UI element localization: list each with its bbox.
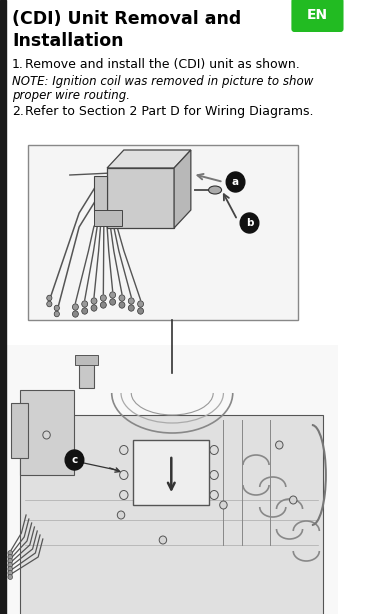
Circle shape xyxy=(119,295,125,301)
Text: 2.: 2. xyxy=(12,105,24,118)
Circle shape xyxy=(8,554,13,559)
Circle shape xyxy=(8,570,13,575)
Circle shape xyxy=(54,305,59,311)
Text: NOTE: Ignition coil was removed in picture to show: NOTE: Ignition coil was removed in pictu… xyxy=(12,75,314,88)
Circle shape xyxy=(43,431,50,439)
Circle shape xyxy=(210,470,218,480)
Circle shape xyxy=(210,491,218,500)
Circle shape xyxy=(91,305,97,311)
Text: b: b xyxy=(246,218,253,228)
Text: c: c xyxy=(71,455,77,465)
Text: (CDI) Unit Removal and: (CDI) Unit Removal and xyxy=(12,10,241,28)
Circle shape xyxy=(210,446,218,454)
Circle shape xyxy=(8,559,13,564)
Bar xyxy=(7,345,338,614)
Polygon shape xyxy=(107,150,191,168)
Bar xyxy=(133,440,210,505)
Circle shape xyxy=(47,301,52,307)
Text: Refer to Section 2 Part D for Wiring Diagrams.: Refer to Section 2 Part D for Wiring Dia… xyxy=(25,105,314,118)
Bar xyxy=(79,360,94,388)
Circle shape xyxy=(119,302,125,308)
Circle shape xyxy=(65,450,84,470)
Circle shape xyxy=(138,308,144,314)
Circle shape xyxy=(276,441,283,449)
Circle shape xyxy=(128,305,134,311)
Circle shape xyxy=(47,295,52,301)
Bar xyxy=(21,415,323,614)
Circle shape xyxy=(8,567,13,572)
Bar xyxy=(75,355,98,365)
Bar xyxy=(0,0,6,614)
Circle shape xyxy=(120,470,128,480)
FancyBboxPatch shape xyxy=(292,0,344,32)
Text: a: a xyxy=(232,177,239,187)
Circle shape xyxy=(91,298,97,304)
Bar xyxy=(107,168,174,228)
Circle shape xyxy=(117,511,125,519)
Circle shape xyxy=(100,295,106,301)
Circle shape xyxy=(128,298,134,304)
Bar xyxy=(11,403,28,458)
Circle shape xyxy=(159,536,167,544)
Circle shape xyxy=(72,311,78,317)
Bar xyxy=(28,145,298,320)
Circle shape xyxy=(120,491,128,500)
Circle shape xyxy=(82,301,88,307)
Circle shape xyxy=(8,562,13,567)
Circle shape xyxy=(110,299,115,305)
Text: EN: EN xyxy=(307,8,328,22)
Text: proper wire routing.: proper wire routing. xyxy=(12,89,130,102)
Polygon shape xyxy=(174,150,191,228)
Circle shape xyxy=(100,302,106,308)
Circle shape xyxy=(226,172,245,192)
Circle shape xyxy=(138,301,144,307)
Bar xyxy=(94,210,122,226)
Circle shape xyxy=(8,551,13,556)
Text: Remove and install the (CDI) unit as shown.: Remove and install the (CDI) unit as sho… xyxy=(25,58,300,71)
Circle shape xyxy=(240,213,259,233)
Circle shape xyxy=(8,575,13,580)
Ellipse shape xyxy=(208,186,221,194)
Text: Installation: Installation xyxy=(12,32,124,50)
Circle shape xyxy=(72,304,78,310)
Circle shape xyxy=(82,308,88,314)
Circle shape xyxy=(54,311,59,317)
Circle shape xyxy=(290,496,297,504)
Bar xyxy=(94,176,107,211)
Text: 1.: 1. xyxy=(12,58,24,71)
Circle shape xyxy=(220,501,227,509)
Circle shape xyxy=(110,292,115,298)
Circle shape xyxy=(120,446,128,454)
Bar xyxy=(21,390,75,475)
